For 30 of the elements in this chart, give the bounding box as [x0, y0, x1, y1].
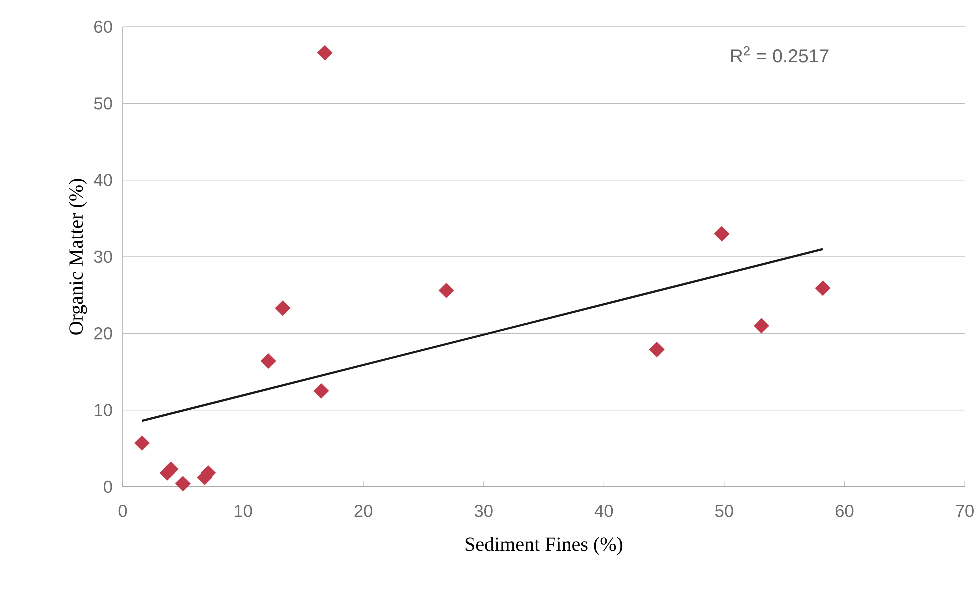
- point: [163, 462, 179, 477]
- y-tick-label: 20: [94, 328, 112, 340]
- point: [134, 436, 150, 451]
- y-tick-label: 50: [94, 98, 112, 110]
- annotation: R$^{2}$ = 0.2517: [731, 46, 829, 63]
- point: [175, 476, 191, 492]
- x-tick-label: 30: [474, 505, 493, 518]
- y-tick-label: 0: [104, 480, 112, 494]
- x-tick-label: 70: [956, 505, 974, 518]
- point: [275, 300, 291, 316]
- x-tick-label: 40: [594, 505, 614, 518]
- y-tick-label: 30: [94, 250, 112, 264]
- x-tick-label: 50: [715, 505, 734, 518]
- point: [754, 318, 770, 334]
- y-axis-title: Organic Matter (%): [69, 179, 88, 335]
- point: [438, 283, 454, 298]
- point: [815, 280, 831, 296]
- y-tick-label: 60: [94, 20, 112, 34]
- point: [714, 226, 730, 242]
- point: [260, 354, 276, 369]
- x-tick-label: 20: [354, 505, 373, 518]
- x-tick-label: 0: [118, 505, 128, 518]
- y-tick-label: 40: [94, 174, 112, 186]
- point: [314, 384, 330, 399]
- x-axis-title: Sediment Fines (%): [466, 537, 623, 556]
- point: [317, 45, 333, 61]
- x-tick-label: 10: [234, 505, 252, 518]
- y-tick-label: 10: [95, 404, 112, 416]
- point: [649, 342, 665, 358]
- x-tick-label: 60: [836, 505, 854, 518]
